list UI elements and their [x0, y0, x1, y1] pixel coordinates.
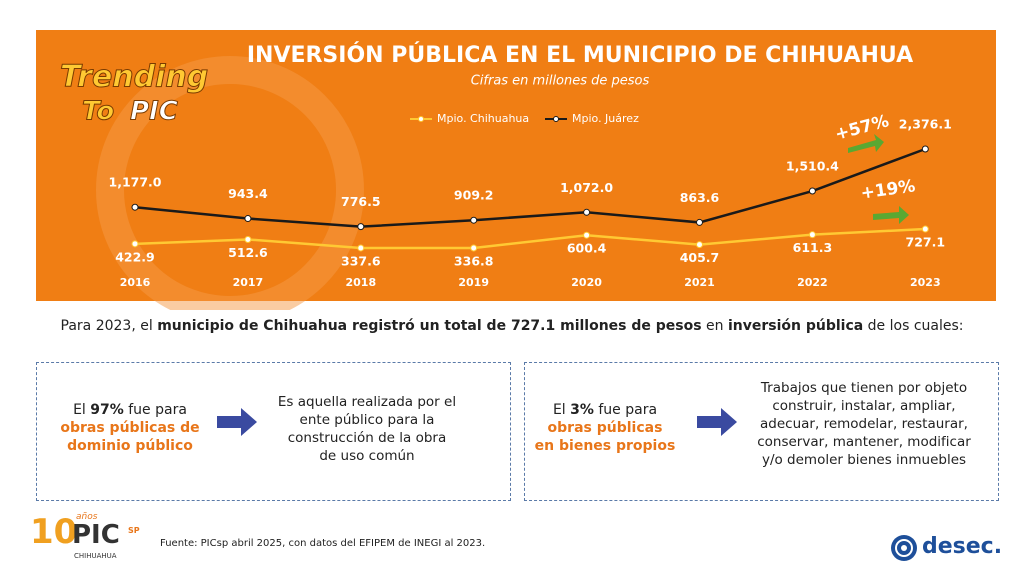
- watermark: [96, 56, 364, 310]
- series-line: [134, 227, 926, 250]
- text: El: [552, 402, 571, 418]
- data-point: [808, 231, 816, 239]
- legend-label: Mpio. Chihuahua: [437, 112, 529, 125]
- legend-label: Mpio. Juárez: [572, 112, 639, 125]
- text: ente público para la: [299, 412, 435, 428]
- text: adecuar, remodelar, restaurar,: [760, 416, 968, 432]
- text: en: [701, 318, 728, 334]
- text: 97%: [90, 402, 124, 418]
- text: y/o demoler bienes inmuebles: [761, 452, 967, 468]
- data-label: 1,072.0: [560, 180, 613, 195]
- data-label: 2,376.1: [899, 117, 952, 132]
- text: Trabajos que tienen por objeto: [760, 380, 968, 396]
- chart-subtitle: Cifras en millones de pesos: [471, 74, 650, 89]
- data-point: [921, 145, 929, 153]
- arrow: [697, 408, 737, 436]
- text: de los cuales:: [863, 318, 964, 334]
- text: en bienes propios: [534, 438, 676, 454]
- text: fue para: [123, 402, 187, 418]
- data-label: 943.4: [228, 186, 268, 201]
- data-label: 336.8: [454, 254, 494, 269]
- data-point: [131, 203, 139, 211]
- x-tick-label: 2021: [684, 276, 715, 289]
- text: de uso común: [319, 448, 415, 464]
- info-box: El 3% fue para obras públicas en bienes …: [524, 362, 999, 501]
- text: construir, instalar, ampliar,: [772, 398, 956, 414]
- x-tick-label: 2022: [797, 276, 828, 289]
- data-label: 727.1: [906, 235, 946, 250]
- data-point: [696, 241, 703, 249]
- data-point: [696, 218, 703, 226]
- brand: Trending: [60, 60, 208, 95]
- data-label: 909.2: [454, 188, 494, 203]
- legend-swatch: [418, 116, 424, 122]
- text: SP: [128, 526, 140, 535]
- box-left: El 97% fue para obras públicas de domini…: [45, 401, 215, 455]
- data-label: 337.6: [341, 253, 381, 268]
- data-point: [131, 240, 139, 248]
- data-label: 600.4: [567, 241, 607, 256]
- brand: PIC: [130, 97, 178, 127]
- data-point: [470, 244, 478, 252]
- data-point: [921, 225, 929, 233]
- text: PIC: [72, 520, 120, 550]
- data-point: [470, 216, 478, 224]
- text: construcción de la obra: [287, 430, 447, 446]
- text: municipio de Chihuahua registró un total…: [157, 318, 702, 334]
- arrow: [217, 408, 257, 436]
- text: Es aquella realizada por el: [277, 394, 457, 410]
- legend-swatch: [553, 116, 559, 122]
- logo-icon: [891, 535, 917, 561]
- box-right: Es aquella realizada por el ente público…: [257, 393, 477, 465]
- x-tick-label: 2017: [233, 276, 264, 289]
- arrow-up: [873, 206, 909, 224]
- logo-left: 10 años PIC SP CHIHUAHUA: [30, 512, 150, 562]
- x-tick-label: 2019: [458, 276, 489, 289]
- info-box: El 97% fue para obras públicas de domini…: [36, 362, 511, 501]
- data-label: 512.6: [228, 245, 268, 260]
- data-point: [244, 215, 252, 223]
- data-point: [583, 208, 591, 216]
- text: fue para: [593, 402, 658, 418]
- data-label: 1,177.0: [109, 175, 162, 190]
- data-point: [357, 244, 365, 252]
- text: Para 2023, el: [60, 318, 158, 334]
- series-line: [134, 147, 926, 228]
- brand: To: [82, 97, 114, 127]
- data-point: [357, 223, 365, 231]
- data-point: [808, 187, 816, 195]
- data-point: [583, 231, 591, 239]
- summary: Para 2023, el municipio de Chihuahua reg…: [0, 318, 1024, 334]
- x-tick-label: 2018: [345, 276, 376, 289]
- data-label: 405.7: [680, 250, 720, 265]
- chart-title: INVERSIÓN PÚBLICA EN EL MUNICIPIO DE CHI…: [247, 42, 913, 68]
- box-left: El 3% fue para obras públicas en bienes …: [525, 401, 685, 455]
- text: conservar, mantener, modificar: [757, 434, 971, 450]
- text: dominio público: [67, 438, 193, 454]
- box-right: Trabajos que tienen por objeto construir…: [739, 379, 989, 469]
- x-tick-label: 2016: [120, 276, 151, 289]
- text: El: [73, 402, 91, 418]
- logo-right: desec.: [890, 532, 1020, 564]
- data-point: [244, 235, 252, 243]
- text: años: [76, 512, 98, 522]
- source: Fuente: PICsp abril 2025, con datos del …: [160, 538, 486, 549]
- text: obras públicas de: [60, 420, 200, 436]
- data-label: 776.5: [341, 194, 381, 209]
- text: 10: [30, 512, 78, 552]
- data-label: 863.6: [680, 190, 720, 205]
- data-label: 422.9: [115, 249, 155, 264]
- arrow-up: [848, 134, 884, 153]
- text: obras públicas: [547, 420, 663, 436]
- data-label: 1,510.4: [786, 159, 839, 174]
- chart: INVERSIÓN PÚBLICA EN EL MUNICIPIO DE CHI…: [36, 30, 996, 310]
- x-tick-label: 2023: [910, 276, 941, 289]
- text: CHIHUAHUA: [74, 552, 117, 560]
- x-tick-label: 2020: [571, 276, 602, 289]
- text: 3%: [570, 402, 594, 418]
- data-label: 611.3: [793, 240, 833, 255]
- text: desec.: [922, 534, 1003, 559]
- text: inversión pública: [727, 318, 864, 334]
